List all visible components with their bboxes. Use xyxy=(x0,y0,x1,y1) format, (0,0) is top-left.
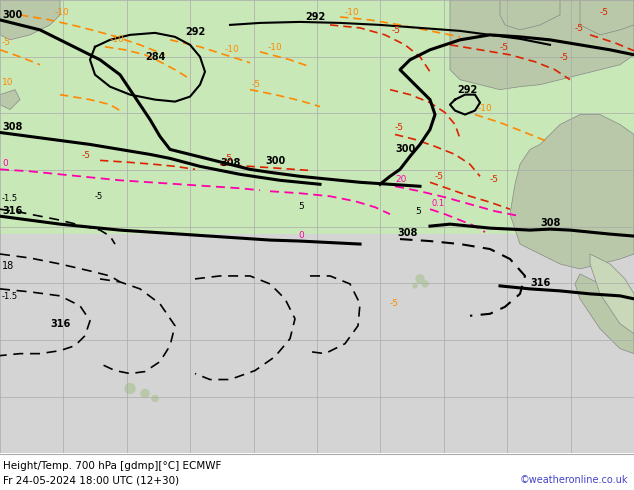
Text: -5: -5 xyxy=(392,26,401,35)
Circle shape xyxy=(416,275,424,283)
Polygon shape xyxy=(590,254,634,334)
Text: 316: 316 xyxy=(2,206,22,216)
Text: 308: 308 xyxy=(2,122,22,132)
Text: -5: -5 xyxy=(560,53,569,62)
Text: 18: 18 xyxy=(2,261,14,271)
Polygon shape xyxy=(0,90,20,110)
Circle shape xyxy=(125,384,135,393)
Text: 308: 308 xyxy=(397,228,417,238)
Text: -5: -5 xyxy=(390,299,399,308)
Text: -5: -5 xyxy=(82,151,91,160)
Polygon shape xyxy=(575,274,634,354)
Text: -5: -5 xyxy=(435,172,444,181)
Text: -5: -5 xyxy=(95,192,103,201)
Text: -10: -10 xyxy=(110,35,125,44)
Polygon shape xyxy=(0,0,634,234)
Text: -10: -10 xyxy=(478,103,493,113)
Text: 284: 284 xyxy=(145,52,165,62)
Text: -1.5: -1.5 xyxy=(2,194,18,203)
Text: 0.1: 0.1 xyxy=(432,199,445,208)
Text: 5: 5 xyxy=(415,207,421,216)
Text: -5: -5 xyxy=(490,175,499,184)
Text: -5: -5 xyxy=(252,80,261,89)
Text: 308: 308 xyxy=(220,158,240,169)
Polygon shape xyxy=(450,0,634,90)
Text: -5: -5 xyxy=(224,154,233,163)
Circle shape xyxy=(413,284,417,288)
Text: ©weatheronline.co.uk: ©weatheronline.co.uk xyxy=(519,475,628,485)
Text: -5: -5 xyxy=(500,43,509,52)
Circle shape xyxy=(422,281,428,287)
Text: -5: -5 xyxy=(575,24,584,33)
Text: 292: 292 xyxy=(185,27,205,37)
Circle shape xyxy=(152,395,158,401)
Text: 300: 300 xyxy=(265,156,285,167)
Text: -10: -10 xyxy=(345,8,359,17)
Text: -10: -10 xyxy=(55,8,70,17)
Text: -10: -10 xyxy=(268,43,283,52)
Text: 316: 316 xyxy=(50,318,70,329)
Text: -10: -10 xyxy=(225,45,240,54)
Text: 292: 292 xyxy=(305,12,325,22)
Text: 316: 316 xyxy=(530,278,550,288)
Polygon shape xyxy=(510,115,634,269)
Text: 300: 300 xyxy=(395,145,415,154)
Text: -5: -5 xyxy=(2,38,11,47)
Polygon shape xyxy=(0,0,60,40)
Polygon shape xyxy=(500,0,560,30)
Text: -1.5: -1.5 xyxy=(2,292,18,301)
Text: -5: -5 xyxy=(600,8,609,17)
Text: Height/Temp. 700 hPa [gdmp][°C] ECMWF: Height/Temp. 700 hPa [gdmp][°C] ECMWF xyxy=(3,461,221,471)
Text: 300: 300 xyxy=(2,10,22,20)
Text: 0: 0 xyxy=(2,159,8,169)
Text: Fr 24-05-2024 18:00 UTC (12+30): Fr 24-05-2024 18:00 UTC (12+30) xyxy=(3,475,179,485)
Text: 10: 10 xyxy=(2,78,13,87)
Text: 0: 0 xyxy=(298,231,304,240)
Text: 308: 308 xyxy=(540,218,560,228)
Text: 292: 292 xyxy=(457,85,477,95)
Text: -5: -5 xyxy=(395,122,404,131)
Text: 5: 5 xyxy=(298,202,304,211)
Text: 20: 20 xyxy=(395,175,406,184)
Polygon shape xyxy=(580,0,634,35)
Circle shape xyxy=(141,390,149,397)
